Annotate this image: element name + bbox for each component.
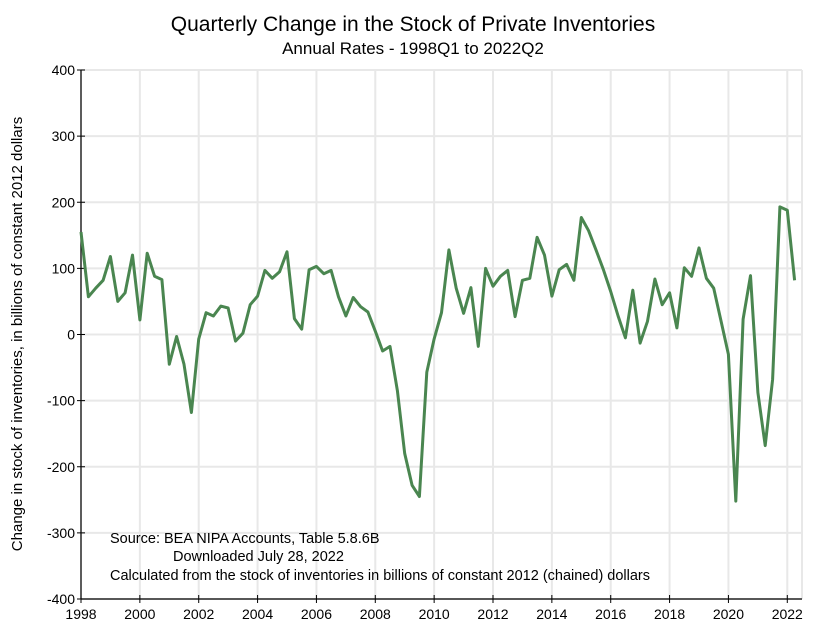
x-tick-label: 2010 (419, 606, 450, 622)
download-note: Downloaded July 28, 2022 (173, 549, 344, 565)
y-tick-label: 0 (67, 327, 75, 343)
series-line (79, 205, 797, 503)
x-tick-label: 2002 (183, 606, 214, 622)
x-ticks: 1998 2000 2002 2004 2006 2008 2010 2012 2014 2016… (65, 595, 803, 622)
grid (80, 69, 803, 600)
y-tick-label: -400 (47, 591, 75, 607)
x-tick-label: 2014 (536, 606, 567, 622)
y-tick-label: 400 (52, 62, 76, 78)
y-tick-label: 100 (52, 260, 76, 276)
chart-subtitle: Annual Rates - 1998Q1 to 2022Q2 (282, 39, 544, 58)
y-tick-label: -200 (47, 459, 75, 475)
y-tick-label: 300 (52, 128, 76, 144)
x-tick-label: 2016 (595, 606, 626, 622)
y-axis-label: Change in stock of inventories, in billi… (9, 117, 26, 551)
calculation-note: Calculated from the stock of inventories… (110, 568, 650, 584)
y-tick-label: -100 (47, 393, 75, 409)
x-tick-label: 2008 (360, 606, 391, 622)
data-points (80, 206, 795, 502)
x-tick-label: 2004 (242, 606, 273, 622)
x-tick-label: 2000 (124, 606, 155, 622)
x-tick-label: 2012 (477, 606, 508, 622)
x-tick-label: 2022 (772, 606, 803, 622)
y-ticks: 400 300 200 100 0 -100 -200 -300 -400 (47, 62, 85, 607)
x-tick-label: 2020 (713, 606, 744, 622)
source-note: Source: BEA NIPA Accounts, Table 5.8.6B (110, 531, 380, 547)
x-tick-label: 1998 (65, 606, 96, 622)
x-tick-label: 2018 (654, 606, 685, 622)
y-tick-label: -300 (47, 525, 75, 541)
y-tick-label: 200 (52, 194, 76, 210)
x-tick-label: 2006 (301, 606, 332, 622)
chart-title: Quarterly Change in the Stock of Private… (171, 13, 655, 36)
